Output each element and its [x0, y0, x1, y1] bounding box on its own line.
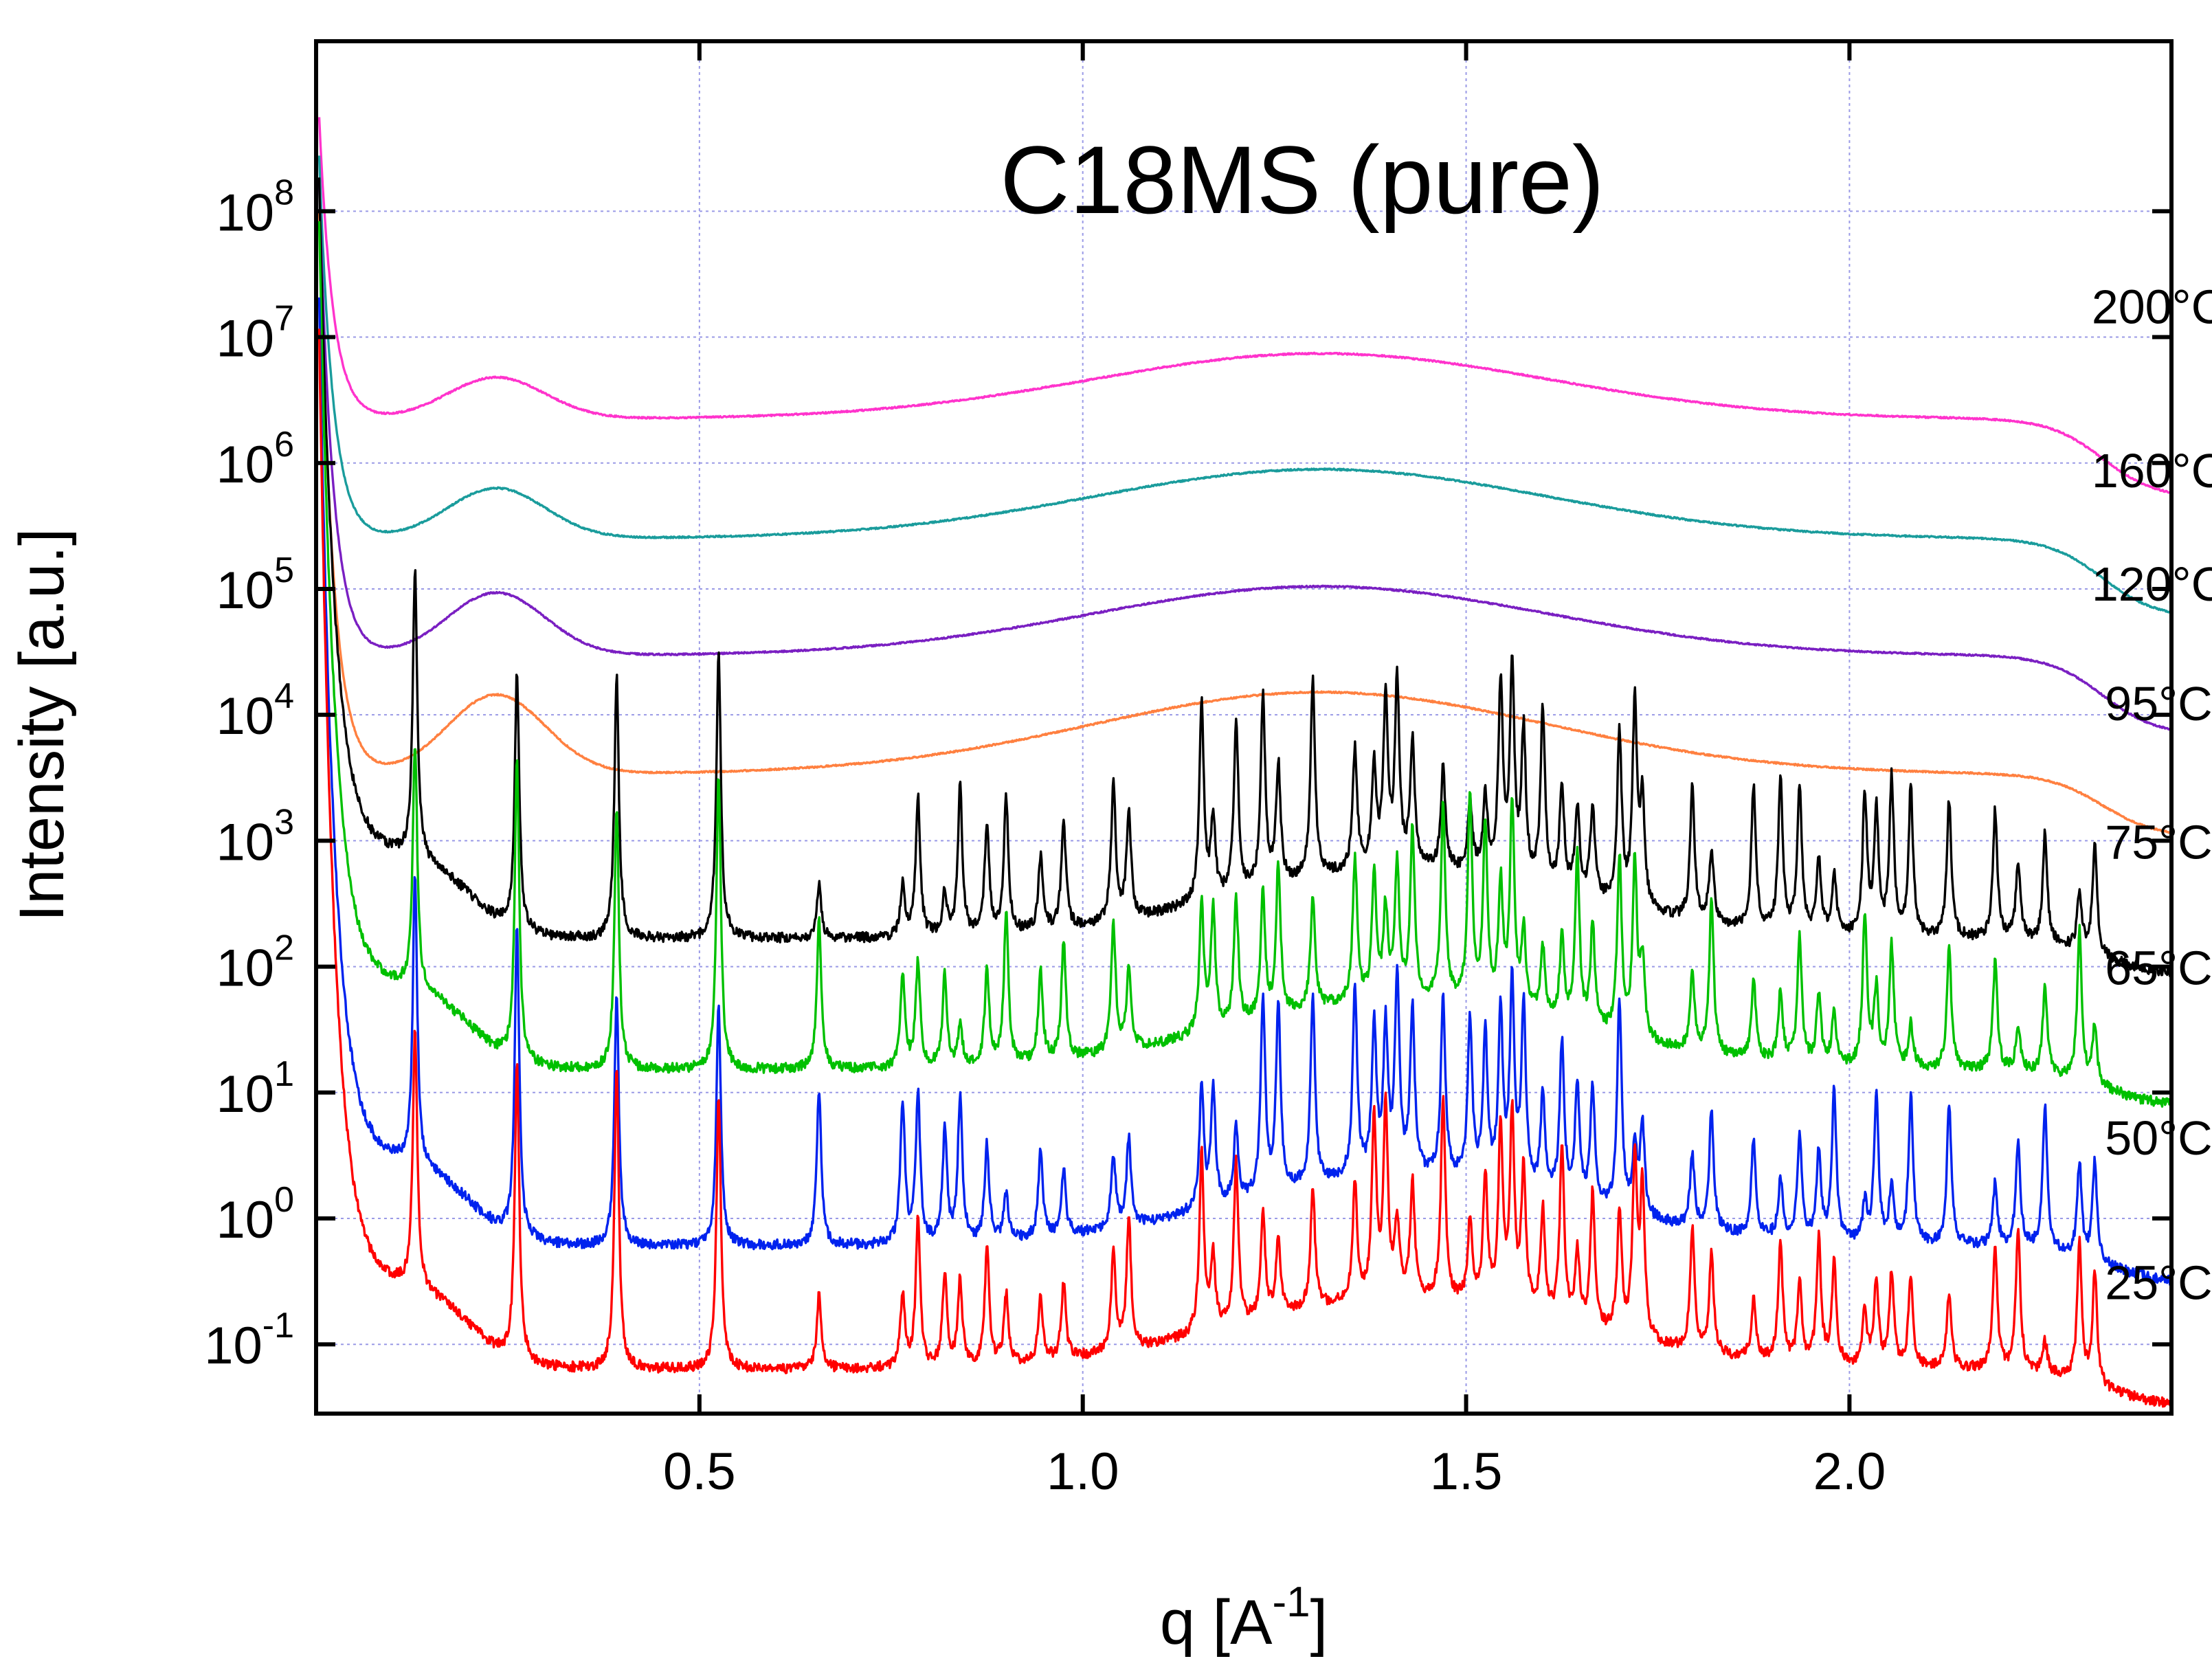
y-tick-label: 106: [216, 425, 294, 494]
y-tick-label: 102: [216, 928, 294, 998]
y-tick-label: 100: [216, 1180, 294, 1249]
series-label: 200°C: [2092, 280, 2212, 334]
series-line-120°C: [317, 181, 2173, 731]
series-label: 75°C: [2105, 815, 2212, 869]
x-axis-label-sup: -1: [1272, 1579, 1310, 1626]
x-axis-label: q [A-1]: [1160, 1579, 1328, 1658]
series-line-200°C: [317, 117, 2173, 494]
series-labels: 200°C 160°C 120°C 95°C 75°C 65°C 50°C 25°C: [2092, 280, 2212, 1310]
x-tick-label: 1.0: [1047, 1442, 1119, 1501]
plot-frame: [314, 39, 2174, 1416]
x-tick-label: 2.0: [1813, 1442, 1886, 1501]
series-label: 160°C: [2092, 444, 2212, 498]
x-axis-label-main: q [A: [1160, 1587, 1273, 1658]
x-tick-label: 1.5: [1430, 1442, 1503, 1501]
series-lines: [317, 117, 2173, 1409]
series-label: 120°C: [2092, 557, 2212, 611]
axis-ticks: 0.5 1.0 1.5 2.0 108 107 106 105 104 103 102 101 100 1…: [204, 41, 2171, 1501]
y-tick-label: 10-1: [204, 1306, 294, 1375]
chart-title: C18MS (pure): [1000, 126, 1604, 234]
series-label: 50°C: [2105, 1111, 2212, 1165]
series-line-50°C: [317, 297, 2173, 1286]
series-line-75°C: [317, 177, 2172, 978]
x-axis-label-end: ]: [1310, 1587, 1328, 1658]
x-tick-label: 0.5: [663, 1442, 736, 1501]
y-tick-label: 105: [216, 550, 294, 620]
y-axis-label: Intensity [a.u.]: [7, 528, 77, 922]
series-line-65°C: [317, 221, 2173, 1108]
y-tick-label: 103: [216, 802, 294, 871]
y-tick-label: 104: [216, 676, 294, 746]
series-label: 95°C: [2105, 677, 2212, 731]
series-line-25°C: [317, 328, 2172, 1409]
series-label: 65°C: [2105, 941, 2212, 995]
y-tick-label: 101: [216, 1054, 294, 1124]
series-line-160°C: [317, 155, 2173, 614]
y-tick-label: 107: [216, 299, 294, 368]
series-line-95°C: [317, 210, 2173, 834]
series-label: 25°C: [2105, 1256, 2212, 1310]
y-tick-label: 108: [216, 172, 294, 242]
